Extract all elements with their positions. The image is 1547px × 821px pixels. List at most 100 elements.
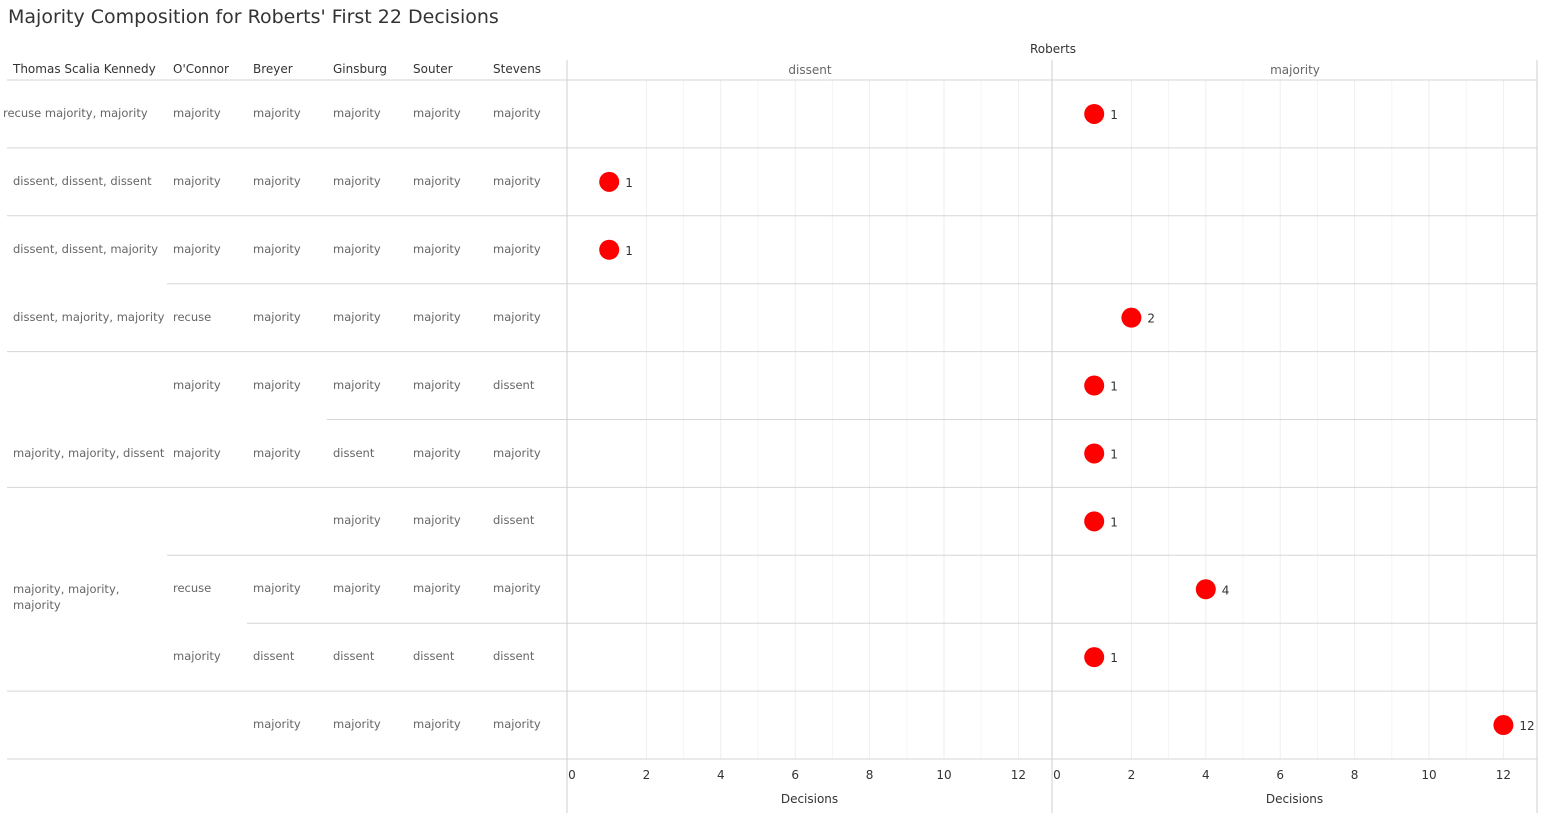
row-4-oconnor: majority (173, 378, 221, 392)
data-point (1493, 715, 1514, 736)
tick-label: 0 (1053, 768, 1061, 782)
row-5-stevens: majority (493, 446, 541, 460)
row-9-breyer: majority (253, 717, 301, 731)
row-8-ginsburg: dissent (333, 649, 375, 663)
tick-label: 6 (1276, 768, 1284, 782)
header-souter: Souter (413, 62, 453, 76)
tick-label: 2 (643, 768, 651, 782)
row-3-oconnor: recuse (173, 310, 212, 324)
row-7-ginsburg: majority (333, 581, 381, 595)
data-label: 1 (1110, 515, 1118, 529)
row-4-stevens: dissent (493, 378, 535, 392)
data-point (1084, 375, 1105, 396)
row-3-tsk: dissent, majority, majority (13, 310, 165, 324)
row-5-tsk: majority, majority, dissent (13, 446, 165, 460)
row-8-stevens: dissent (493, 649, 535, 663)
data-label: 1 (1110, 447, 1118, 461)
header-stevens: Stevens (493, 62, 542, 76)
row-4-breyer: majority (253, 378, 301, 392)
row-0-tsk: recuse majority, majority (3, 106, 148, 120)
row-0-ginsburg: majority (333, 106, 381, 120)
data-point (1195, 579, 1216, 600)
axis-title: Decisions (781, 792, 838, 806)
row-5-breyer: majority (253, 446, 301, 460)
row-0-oconnor: majority (173, 106, 221, 120)
row-0-stevens: majority (493, 106, 541, 120)
row-7-souter: majority (413, 581, 461, 595)
tick-label: 12 (1011, 768, 1026, 782)
row-5-oconnor: majority (173, 446, 221, 460)
data-label: 1 (625, 176, 633, 190)
row-3-breyer: majority (253, 310, 301, 324)
row-3-souter: majority (413, 310, 461, 324)
row-2-tsk: dissent, dissent, majority (13, 242, 159, 256)
row-6-souter: majority (413, 513, 461, 527)
data-label: 12 (1519, 719, 1534, 733)
row-9-ginsburg: majority (333, 717, 381, 731)
data-point (1084, 647, 1105, 668)
panel-header-majority: majority (1270, 63, 1320, 77)
header-oconnor: O'Connor (173, 62, 229, 76)
header-breyer: Breyer (253, 62, 293, 76)
row-3-ginsburg: majority (333, 310, 381, 324)
row-2-ginsburg: majority (333, 242, 381, 256)
row-7-oconnor: recuse (173, 581, 212, 595)
data-point (1084, 511, 1105, 532)
row-0-souter: majority (413, 106, 461, 120)
tick-label: 2 (1128, 768, 1136, 782)
row-9-souter: majority (413, 717, 461, 731)
row-2-stevens: majority (493, 242, 541, 256)
data-label: 1 (1110, 380, 1118, 394)
axis-title: Decisions (1266, 792, 1323, 806)
row-2-souter: majority (413, 242, 461, 256)
row-2-breyer: majority (253, 242, 301, 256)
row-5-ginsburg: dissent (333, 446, 375, 460)
tick-label: 12 (1496, 768, 1511, 782)
data-label: 4 (1222, 583, 1230, 597)
data-point (599, 239, 620, 260)
row-7-stevens: majority (493, 581, 541, 595)
row-7-breyer: majority (253, 581, 301, 595)
row-9-stevens: majority (493, 717, 541, 731)
tick-label: 6 (791, 768, 799, 782)
row-1-stevens: majority (493, 174, 541, 188)
header-ginsburg: Ginsburg (333, 62, 388, 76)
tick-label: 10 (936, 768, 951, 782)
data-point (1084, 443, 1105, 464)
chart-title: Majority Composition for Roberts' First … (8, 6, 499, 28)
roberts-superheader: Roberts (1030, 42, 1077, 56)
tick-label: 10 (1421, 768, 1436, 782)
row-3-stevens: majority (493, 310, 541, 324)
row-0-breyer: majority (253, 106, 301, 120)
row-8-oconnor: majority (173, 649, 221, 663)
data-label: 1 (1110, 651, 1118, 665)
row-4-ginsburg: majority (333, 378, 381, 392)
row-8-souter: dissent (413, 649, 455, 663)
data-point (1084, 103, 1105, 124)
header-thomas-scalia-kennedy: Thomas Scalia Kennedy (13, 62, 156, 76)
data-label: 2 (1147, 312, 1155, 326)
tick-label: 0 (568, 768, 576, 782)
row-5-souter: majority (413, 446, 461, 460)
row-6-ginsburg: majority (333, 513, 381, 527)
tick-label: 8 (866, 768, 874, 782)
data-point (1121, 307, 1142, 328)
row-4-souter: majority (413, 378, 461, 392)
row-1-breyer: majority (253, 174, 301, 188)
row-1-oconnor: majority (173, 174, 221, 188)
panel-header-dissent: dissent (788, 63, 832, 77)
data-point (599, 171, 620, 192)
row-2-oconnor: majority (173, 242, 221, 256)
data-label: 1 (1110, 108, 1118, 122)
tick-label: 4 (1202, 768, 1210, 782)
row-1-ginsburg: majority (333, 174, 381, 188)
tick-label: 4 (717, 768, 725, 782)
row-1-tsk: dissent, dissent, dissent (13, 174, 152, 188)
row-1-souter: majority (413, 174, 461, 188)
tick-label: 8 (1351, 768, 1359, 782)
row-6-stevens: dissent (493, 513, 535, 527)
data-label: 1 (625, 244, 633, 258)
row-7-tsk: majority, majority, majority (13, 582, 120, 612)
row-8-breyer: dissent (253, 649, 295, 663)
